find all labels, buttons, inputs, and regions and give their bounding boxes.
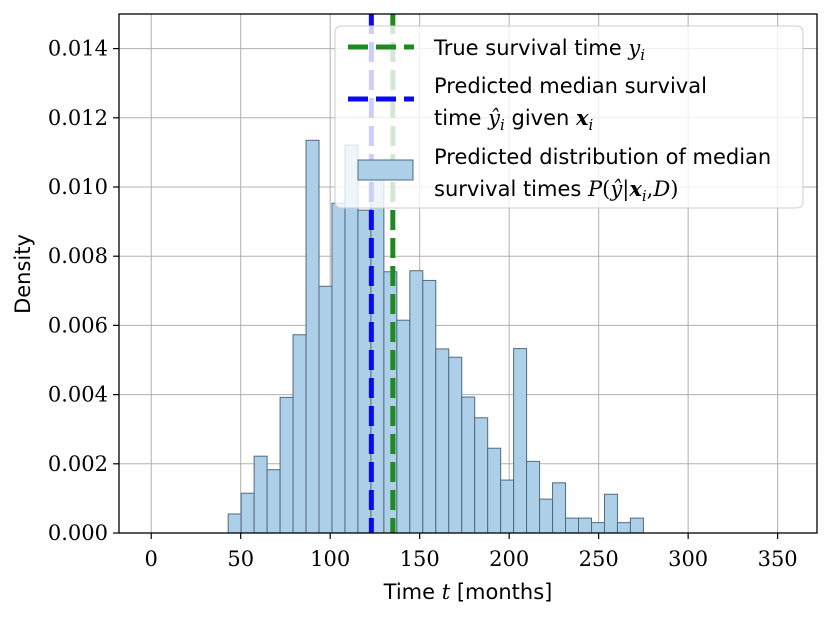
legend-text-part: ŷ <box>609 177 623 201</box>
y-tick-label: 0.010 <box>48 175 108 199</box>
legend-entry-line: survival times P(ŷ|xi,D) <box>434 176 678 205</box>
x-tick-label: 0 <box>145 547 158 571</box>
legend-text-part: ( <box>602 177 610 201</box>
histogram-bar <box>279 396 294 534</box>
x-tick-label: 300 <box>668 547 708 571</box>
histogram-bar <box>409 270 424 534</box>
legend-box <box>334 25 804 209</box>
legend-distribution-symbol <box>357 159 414 181</box>
y-tick-label: 0.002 <box>48 452 108 476</box>
histogram-bar <box>590 522 605 534</box>
legend-text-part: Predicted distribution of median <box>434 145 771 169</box>
histogram-bar <box>318 285 333 534</box>
histogram-bar <box>266 469 281 534</box>
y-tick-label: 0.008 <box>48 244 108 268</box>
legend-text-part: x <box>628 176 642 201</box>
histogram-bar <box>629 517 644 534</box>
y-tick-label: 0.004 <box>48 383 108 407</box>
histogram-bars <box>227 139 644 534</box>
x-tick-label: 350 <box>758 547 798 571</box>
axis-ticks: 0 50 100 150 200 250 300 350 0.000 0.002 0.004 0.00… <box>48 37 798 571</box>
legend-text-part: | <box>622 177 629 202</box>
x-tick-label: 100 <box>310 547 350 571</box>
histogram-bar <box>435 348 450 534</box>
legend-text-part: survival times <box>434 177 588 201</box>
legend-text-part: y <box>627 36 641 60</box>
x-axis-label-variable: t <box>442 580 451 604</box>
histogram-bar <box>357 209 372 534</box>
histogram-bar <box>513 348 528 534</box>
legend-text-part: True survival time <box>433 36 628 60</box>
legend-text-part: time <box>434 106 488 130</box>
histogram-bar <box>253 455 268 534</box>
x-axis-label-suffix: [months] <box>450 580 552 604</box>
histogram-bar <box>422 279 437 534</box>
legend-text-part: given <box>505 106 576 130</box>
x-tick-label: 150 <box>400 547 440 571</box>
legend-text-part: ŷ <box>487 106 501 130</box>
legend-text-part: Predicted median survival <box>434 74 707 98</box>
legend-text-part: i <box>640 46 645 64</box>
histogram-bar <box>331 202 346 534</box>
histogram-bar <box>487 447 502 534</box>
histogram-bar <box>396 319 411 534</box>
legend-text-part: ) <box>670 177 678 201</box>
legend-text-part: , <box>647 177 654 201</box>
y-tick-label: 0.000 <box>48 521 108 545</box>
histogram-bar <box>240 492 255 534</box>
x-axis-label-prefix: Time <box>383 580 442 604</box>
histogram-bar <box>500 479 515 534</box>
y-tick-label: 0.012 <box>48 106 108 130</box>
legend-text-part: x <box>575 105 589 130</box>
legend-text-part: i <box>642 187 647 205</box>
histogram-bar <box>448 356 463 534</box>
x-tick-label: 50 <box>227 547 254 571</box>
legend-entry-line: Predicted median survival <box>434 74 707 98</box>
histogram-bar <box>305 139 320 534</box>
histogram-bar <box>474 417 489 534</box>
legend-text-part: i <box>500 116 505 134</box>
y-tick-label: 0.006 <box>48 313 108 337</box>
y-tick-label: 0.014 <box>48 37 108 61</box>
histogram-bar <box>539 498 554 534</box>
plot-frame <box>118 13 818 534</box>
legend-entry-line: time ŷi given xi <box>434 105 594 134</box>
histogram-bar <box>578 517 592 534</box>
legend-entry-line: Predicted distribution of median <box>434 145 771 169</box>
legend-text-part: i <box>589 116 594 134</box>
histogram-bar <box>461 396 476 534</box>
histogram-bar <box>292 334 307 534</box>
histogram-bar <box>616 522 631 534</box>
histogram-bar <box>526 460 541 534</box>
histogram-bar <box>565 517 580 534</box>
legend-text-part: P <box>587 177 603 201</box>
x-tick-label: 200 <box>489 547 529 571</box>
y-axis-label: Density <box>11 234 35 314</box>
x-axis-label: Time t [months] <box>383 580 553 604</box>
histogram-bar <box>552 482 567 534</box>
x-tick-label: 250 <box>579 547 619 571</box>
histogram-bar <box>227 513 242 534</box>
legend-text-part: D <box>652 177 670 201</box>
histogram-bar <box>603 493 618 534</box>
legend-entry-line: True survival time yi <box>433 36 645 64</box>
